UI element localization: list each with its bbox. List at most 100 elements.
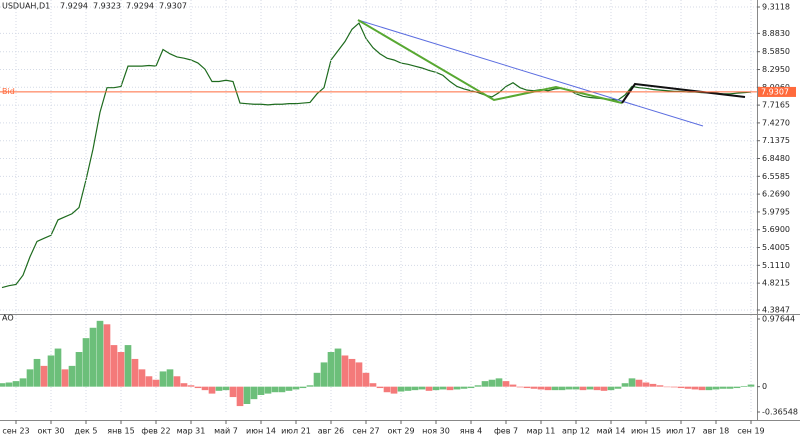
ao-bar bbox=[26, 369, 34, 387]
ao-bar bbox=[740, 385, 748, 387]
ao-bar bbox=[663, 386, 671, 388]
ao-bar bbox=[5, 382, 13, 387]
y-tick-label: 9.3118 bbox=[762, 3, 790, 12]
ao-bar bbox=[642, 382, 650, 387]
ao-bar bbox=[61, 369, 69, 387]
ao-bar bbox=[89, 327, 97, 387]
zigzag-last bbox=[621, 82, 746, 104]
x-tick-label: сен 19 bbox=[737, 427, 764, 436]
ao-bar bbox=[159, 371, 167, 387]
ao-bar bbox=[313, 372, 321, 387]
trendline bbox=[357, 19, 704, 127]
y-tick-label: 7.7165 bbox=[762, 101, 790, 110]
ao-bar bbox=[110, 345, 118, 387]
ao-bar bbox=[355, 362, 363, 387]
ao-bar bbox=[152, 379, 160, 387]
ao-bar bbox=[68, 365, 76, 387]
ao-bar bbox=[488, 379, 496, 387]
ao-bar bbox=[572, 386, 580, 390]
ao-bar bbox=[726, 386, 734, 389]
ohlc-value: 7.9294 bbox=[126, 2, 154, 11]
ao-bar bbox=[327, 352, 335, 387]
ao-bar bbox=[684, 386, 692, 389]
ao-bar bbox=[439, 386, 447, 390]
y-tick-label: 8.2950 bbox=[762, 65, 790, 74]
y-tick-label: 0.97644 bbox=[762, 315, 795, 324]
x-tick-label: авг 18 bbox=[703, 427, 730, 436]
x-tick-label: авг 26 bbox=[318, 427, 345, 436]
symbol-title: USDUAH,D1 bbox=[2, 2, 50, 11]
ao-bar bbox=[607, 386, 615, 391]
ao-bar bbox=[208, 386, 216, 394]
price-line bbox=[1, 22, 752, 289]
ao-bar bbox=[558, 386, 566, 391]
ao-bar bbox=[19, 378, 27, 387]
ao-bar bbox=[502, 381, 510, 387]
ao-bar bbox=[656, 385, 664, 387]
ao-bar bbox=[677, 386, 685, 389]
x-tick-label: янв 4 bbox=[460, 427, 482, 436]
y-tick-label: 7.4270 bbox=[762, 118, 790, 127]
ao-bar bbox=[54, 348, 62, 387]
x-tick-label: фев 22 bbox=[141, 427, 170, 436]
ao-bar bbox=[523, 386, 531, 389]
ao-bar bbox=[299, 386, 307, 389]
ao-bar bbox=[145, 376, 153, 387]
ao-bar bbox=[194, 386, 202, 389]
ao-bar bbox=[628, 378, 636, 387]
bid-label: Bid bbox=[2, 87, 15, 96]
ao-bar bbox=[131, 358, 139, 387]
ao-bar bbox=[712, 386, 720, 390]
ao-bar bbox=[341, 355, 349, 387]
ao-bar bbox=[334, 348, 342, 387]
ao-bar bbox=[733, 386, 741, 389]
bid-box bbox=[758, 86, 796, 97]
y-tick-label: 6.8480 bbox=[762, 154, 790, 163]
ao-bar bbox=[173, 376, 181, 387]
ao-bar bbox=[537, 386, 545, 390]
ao-bar bbox=[236, 386, 244, 407]
x-tick-label: сен 23 bbox=[2, 427, 29, 436]
ao-bar bbox=[586, 386, 594, 390]
x-tick-label: окт 29 bbox=[387, 427, 414, 436]
ao-bar bbox=[222, 386, 230, 391]
ao-bar bbox=[215, 386, 223, 391]
y-tick-label: 0 bbox=[762, 382, 767, 391]
ao-bar bbox=[481, 381, 489, 387]
y-tick-label: -0.36548 bbox=[762, 408, 798, 417]
ao-bar bbox=[446, 386, 454, 391]
ao-bar bbox=[369, 383, 377, 387]
ao-bar bbox=[495, 378, 503, 387]
y-tick-label: 7.1375 bbox=[762, 136, 790, 145]
ao-bar bbox=[362, 372, 370, 387]
ao-bar bbox=[635, 379, 643, 387]
ao-bar bbox=[229, 386, 237, 398]
ao-bar bbox=[103, 324, 111, 387]
ao-bar bbox=[187, 385, 195, 387]
ao-bar bbox=[614, 386, 622, 389]
ao-bar bbox=[719, 386, 727, 389]
x-tick-label: июн 14 bbox=[246, 427, 276, 436]
ao-bar bbox=[0, 383, 6, 387]
x-tick-label: мар 31 bbox=[177, 427, 206, 436]
y-tick-label: 6.2690 bbox=[762, 190, 790, 199]
ao-bar bbox=[649, 383, 657, 387]
ao-bar bbox=[12, 381, 20, 387]
ao-bar bbox=[292, 386, 300, 390]
ao-bar bbox=[460, 386, 468, 389]
ao-bar bbox=[47, 355, 55, 387]
ao-bar bbox=[390, 386, 398, 394]
ao-bar bbox=[243, 386, 251, 404]
ao-bar bbox=[565, 386, 573, 390]
ao-bar bbox=[418, 386, 426, 390]
y-tick-label: 5.6900 bbox=[762, 225, 790, 234]
ohlc-value: 7.9323 bbox=[93, 2, 121, 11]
ao-bar bbox=[306, 385, 314, 387]
ao-bar bbox=[285, 386, 293, 391]
ao-bar bbox=[404, 386, 412, 391]
ao-bar bbox=[453, 386, 461, 390]
ao-bar bbox=[593, 386, 601, 391]
x-tick-label: дек 5 bbox=[75, 427, 98, 436]
zigzag bbox=[357, 19, 623, 104]
ao-bar bbox=[376, 386, 384, 389]
